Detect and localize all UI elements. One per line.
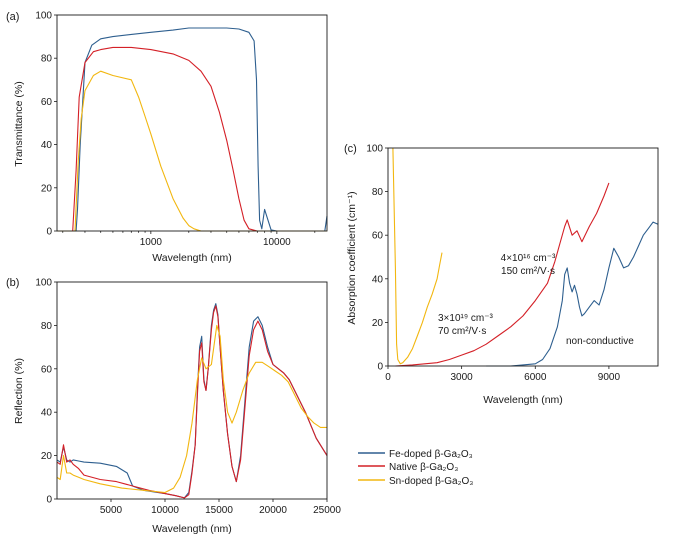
panel-a-frame	[56, 14, 328, 232]
panel-b-y-tick-label: 60	[41, 364, 53, 375]
annotation-native-carrier-density: 4×10¹⁶ cm⁻³	[501, 253, 556, 264]
panel-a-x-tick-label: 10000	[263, 237, 291, 248]
panel-c-absorption: (c) Absorption coefficient (cm⁻¹) Wavele…	[344, 143, 659, 406]
panel-c-y-tick-label: 0	[377, 362, 383, 373]
panel-b-y-tick-label: 80	[41, 321, 53, 332]
panel-b-y-tick-label: 0	[46, 495, 52, 506]
panel-a-y-axis-label: Transmittance (%)	[13, 81, 25, 166]
panel-c-y-tick-label: 60	[372, 231, 384, 242]
panel-a-x-tick-label: 1000	[140, 237, 163, 248]
panel-a-y-tick-label: 80	[41, 54, 53, 65]
legend-label-sn-doped: Sn-doped β-Ga₂O₃	[389, 476, 473, 487]
legend-label-native: Native β-Ga₂O₃	[389, 462, 458, 473]
panel-b-series-sn-doped-ga2o3	[56, 324, 327, 494]
legend: Fe-doped β-Ga₂O₃ Native β-Ga₂O₃ Sn-doped…	[358, 449, 473, 487]
panel-b-y-tick-label: 20	[41, 451, 53, 462]
panel-a-series-native-ga2o3	[57, 46, 327, 232]
panel-a-label: (a)	[6, 11, 19, 23]
panel-c-series-sn-doped-ga2o3	[392, 147, 443, 365]
panel-b-series-native-ga2o3	[56, 305, 328, 499]
panel-a-y-tick-label: 60	[41, 97, 53, 108]
panel-b-frame	[56, 281, 328, 500]
panel-b-x-tick-label: 20000	[259, 505, 287, 516]
panel-b-reflection: (b) Reflection (%) Wavelength (nm) 0 20 40…	[6, 277, 341, 535]
panel-a-series-fe-doped-ga2o3	[57, 27, 328, 232]
panel-b-y-axis-label: Reflection (%)	[13, 358, 25, 424]
panel-a-transmittance: (a) Transmittance (%) Wavelength (nm) 0 2…	[6, 11, 328, 264]
panel-a-y-tick-label: 20	[41, 183, 53, 194]
legend-label-fe-doped: Fe-doped β-Ga₂O₃	[389, 449, 473, 460]
panel-b-x-tick-label: 10000	[151, 505, 179, 516]
annotation-sn-carrier-density: 3×10¹⁹ cm⁻³	[438, 313, 494, 324]
panel-b-label: (b)	[6, 277, 19, 289]
panel-c-x-tick-label: 9000	[598, 372, 621, 383]
panel-a-series-sn-doped-ga2o3	[57, 70, 327, 232]
panel-a-y-tick-label: 0	[46, 227, 52, 238]
panel-c-x-tick-label: 6000	[524, 372, 547, 383]
panel-c-x-tick-label: 3000	[451, 372, 474, 383]
annotation-sn-mobility: 70 cm²/V·s	[438, 326, 486, 337]
panel-b-y-tick-label: 100	[35, 278, 52, 289]
panel-a-y-tick-label: 100	[35, 11, 52, 22]
annotation-native-mobility: 150 cm²/V·s	[501, 266, 555, 277]
panel-b-y-tick-label: 40	[41, 408, 53, 419]
panel-b-x-tick-label: 15000	[205, 505, 233, 516]
panel-c-y-tick-label: 40	[372, 274, 384, 285]
panel-c-frame	[387, 147, 659, 367]
panel-c-series-native-ga2o3	[395, 182, 610, 367]
panel-c-x-axis-label: Wavelength (nm)	[483, 394, 563, 406]
panel-b-x-tick-label: 5000	[100, 505, 123, 516]
panel-c-y-tick-label: 20	[372, 318, 384, 329]
panel-c-label: (c)	[344, 143, 357, 155]
panel-b-x-axis-label: Wavelength (nm)	[152, 523, 232, 535]
annotation-non-conductive: non-conductive	[566, 336, 634, 347]
panel-a-y-tick-label: 40	[41, 140, 53, 151]
panel-c-y-tick-label: 100	[366, 144, 383, 155]
panel-c-y-tick-label: 80	[372, 187, 384, 198]
panel-c-x-tick-label: 0	[385, 372, 391, 383]
panel-a-x-axis-label: Wavelength (nm)	[152, 252, 232, 264]
panel-c-series-non-conductive	[486, 221, 659, 367]
panel-b-x-tick-label: 25000	[313, 505, 341, 516]
panel-c-y-axis-label: Absorption coefficient (cm⁻¹)	[346, 191, 358, 324]
